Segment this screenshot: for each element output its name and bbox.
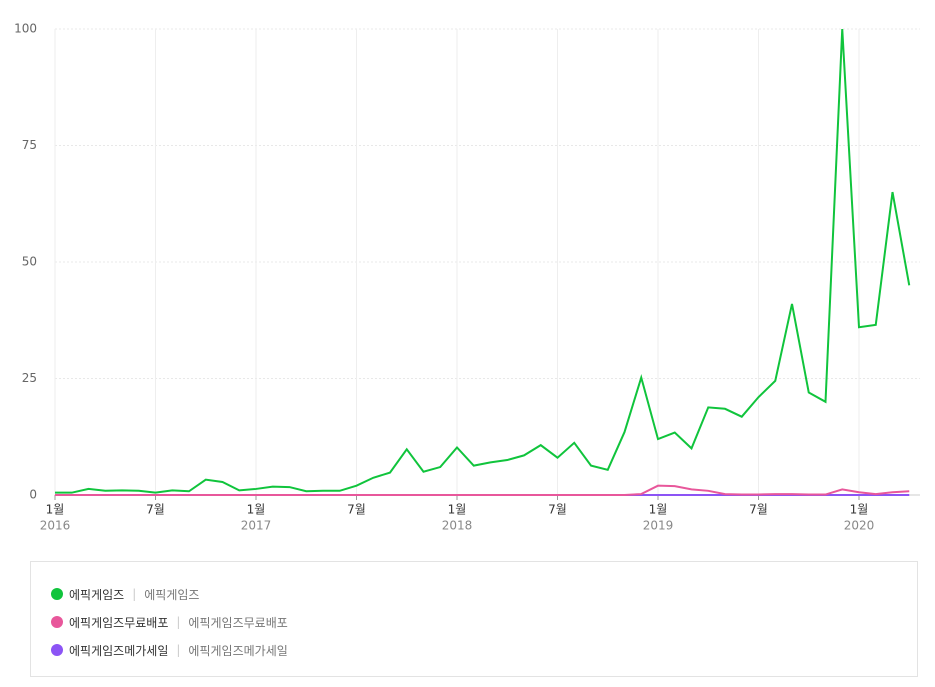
legend-label: 에픽게임즈무료배포: [69, 615, 169, 630]
x-year-label: 2016: [40, 519, 71, 533]
y-tick-label: 50: [22, 255, 37, 269]
separator: |: [132, 587, 137, 601]
legend-item[interactable]: 에픽게임즈무료배포 | 에픽게임즈무료배포: [51, 608, 897, 636]
x-tick-label: 7월: [146, 503, 165, 517]
legend-keywords: 에픽게임즈: [144, 587, 200, 602]
legend-item[interactable]: 에픽게임즈 | 에픽게임즈: [51, 580, 897, 608]
x-tick-label: 1월: [448, 503, 467, 517]
legend-swatch: [51, 616, 63, 628]
x-tick-label: 1월: [46, 503, 65, 517]
x-tick-label: 1월: [247, 503, 266, 517]
x-year-label: 2017: [241, 519, 272, 533]
series-line: [55, 484, 910, 496]
legend-item[interactable]: 에픽게임즈메가세일 | 에픽게임즈메가세일: [51, 636, 897, 664]
y-tick-label: 25: [22, 371, 37, 385]
x-tick-label: 7월: [347, 503, 366, 517]
chart: 0 25 50 75 100 1월 2016 7월 1월 2017 7월 1월 2018 7월 1월 2019…: [14, 22, 920, 533]
x-tick-label: 7월: [749, 503, 768, 517]
legend-keywords: 에픽게임즈메가세일: [188, 643, 288, 658]
x-tick-label: 7월: [548, 503, 567, 517]
x-tick-label: 1월: [649, 503, 668, 517]
x-year-label: 2018: [442, 519, 473, 533]
series-line: [55, 28, 911, 494]
legend-swatch: [51, 644, 63, 656]
x-year-label: 2020: [844, 519, 875, 533]
legend-label: 에픽게임즈: [69, 587, 125, 602]
separator: |: [176, 643, 181, 657]
legend-swatch: [51, 588, 63, 600]
legend-label: 에픽게임즈메가세일: [69, 643, 169, 658]
x-tick-label: 1월: [850, 503, 869, 517]
y-tick-label: 75: [22, 138, 37, 152]
legend-keywords: 에픽게임즈무료배포: [188, 615, 288, 630]
y-tick-label: 100: [14, 22, 37, 36]
separator: |: [176, 615, 181, 629]
y-tick-label: 0: [29, 488, 37, 502]
x-year-label: 2019: [643, 519, 674, 533]
